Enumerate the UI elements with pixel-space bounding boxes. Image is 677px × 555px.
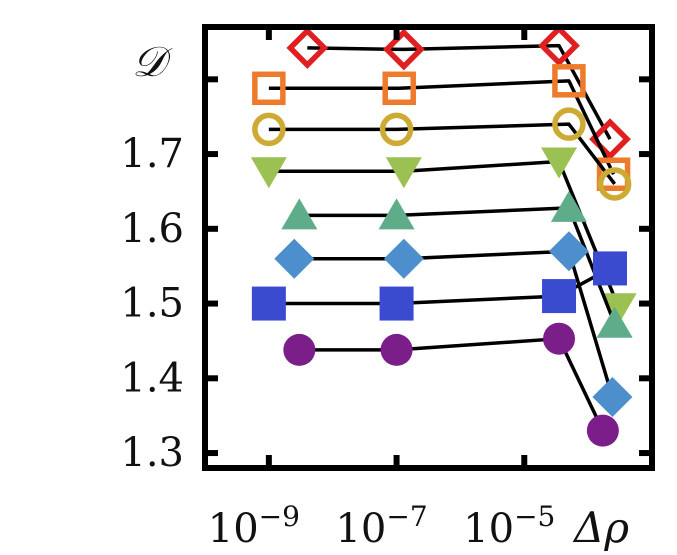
- marker-square: [593, 251, 628, 286]
- marker-open-diamond: [286, 27, 329, 69]
- marker-open-diamond: [589, 118, 631, 161]
- marker-diamond: [548, 231, 589, 272]
- series-line: [294, 249, 615, 398]
- series-line: [268, 266, 611, 306]
- marker-triangle-down: [600, 293, 637, 325]
- x-axis-label: Δρ: [572, 503, 629, 552]
- marker-triangle-up: [596, 306, 633, 338]
- marker-diamond: [383, 238, 424, 279]
- marker-triangle-down: [541, 147, 578, 179]
- y-tick-label: 1.4: [120, 355, 184, 401]
- marker-triangle-up: [281, 198, 318, 230]
- marker-square: [542, 279, 577, 314]
- plot-frame: [202, 24, 655, 471]
- marker-open-diamond: [538, 24, 580, 67]
- marker-open-circle: [552, 107, 586, 141]
- y-tick-label: 1.6: [120, 206, 184, 252]
- series-line: [268, 159, 621, 308]
- marker-triangle-down: [385, 157, 422, 189]
- series-line: [268, 79, 616, 176]
- marker-open-square: [252, 71, 286, 106]
- marker-square: [379, 286, 414, 321]
- marker-circle: [586, 414, 619, 447]
- series-line: [299, 206, 617, 325]
- marker-square: [251, 286, 286, 321]
- marker-open-circle: [597, 167, 632, 201]
- marker-open-circle: [379, 112, 414, 147]
- x-tick-label: 10−5: [463, 500, 555, 552]
- marker-circle: [380, 333, 413, 366]
- marker-circle: [283, 333, 316, 366]
- marker-open-diamond: [382, 28, 425, 71]
- marker-diamond: [592, 376, 633, 417]
- marker-open-square: [382, 71, 416, 106]
- marker-triangle-down: [250, 157, 287, 189]
- y-axis-label: 𝒟: [132, 37, 173, 86]
- marker-diamond: [274, 238, 315, 279]
- marker-open-square: [552, 64, 586, 98]
- marker-open-circle: [252, 112, 286, 147]
- y-tick-label: 1.7: [120, 131, 184, 177]
- y-tick-label: 1.5: [120, 281, 184, 327]
- y-tick-label: 1.3: [120, 430, 184, 476]
- marker-triangle-up: [378, 198, 415, 230]
- marker-circle: [543, 322, 576, 355]
- x-tick-label: 10−7: [335, 500, 427, 552]
- x-tick-label: 10−9: [208, 500, 300, 552]
- series-line: [299, 336, 605, 432]
- series-layer: [250, 24, 637, 447]
- marker-triangle-up: [550, 190, 587, 222]
- series-line: [268, 122, 617, 186]
